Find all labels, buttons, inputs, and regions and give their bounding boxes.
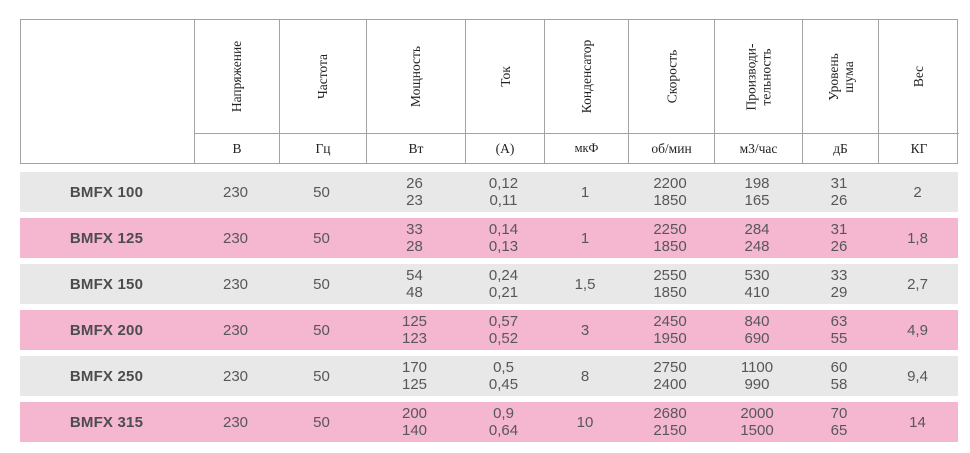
value-cell: 14: [909, 413, 926, 431]
value-cell: 9,4: [907, 367, 928, 385]
value-cell: 198 165: [744, 175, 770, 209]
model-cell: BMFX 200: [69, 321, 144, 339]
fan-spec-table: Напряжение Частота Мощность Ток Конденса…: [20, 19, 959, 448]
table-row-bmfx-150: BMFX 150 230 50 54 48 0,24 0,21 1,5 2550…: [20, 264, 958, 304]
column-header-label: Частота: [315, 53, 331, 100]
value-cell: 50: [313, 413, 330, 431]
unit-airflow: м3/час: [714, 134, 802, 163]
value-cell: 284 248: [744, 221, 770, 255]
value-cell: 8: [580, 367, 590, 385]
unit-frequency: Гц: [279, 134, 366, 163]
value-cell: 2680 2150: [653, 405, 687, 439]
table-body: BMFX 100 230 50 26 23 0,12 0,11 1 2200 1…: [20, 172, 958, 442]
value-cell: 2250 1850: [653, 221, 687, 255]
value-cell: 200 140: [401, 405, 428, 439]
value-cell: 33 28: [406, 221, 423, 255]
value-cell: 2: [913, 183, 922, 201]
value-cell: 2750 2400: [653, 359, 687, 393]
model-header-cell-empty: [21, 20, 194, 163]
value-cell: 1,8: [907, 229, 928, 247]
column-header-capacitor: Конденсатор: [544, 20, 628, 134]
value-cell: 840 690: [744, 313, 770, 347]
table-row-bmfx-200: BMFX 200 230 50 125 123 0,57 0,52 3 2450…: [20, 310, 958, 350]
column-header-current: Ток: [465, 20, 544, 134]
unit-speed: об/мин: [628, 134, 714, 163]
column-header-weight: Вес: [878, 20, 959, 134]
value-cell: 0,24 0,21: [488, 267, 519, 301]
column-header-airflow: Производи- тельность: [714, 20, 802, 134]
unit-weight: КГ: [878, 134, 959, 163]
value-cell: 0,57 0,52: [488, 313, 519, 347]
column-header-label: Вес: [911, 65, 927, 88]
value-cell: 230: [222, 413, 249, 431]
value-cell: 230: [222, 183, 249, 201]
table-row-bmfx-100: BMFX 100 230 50 26 23 0,12 0,11 1 2200 1…: [20, 172, 958, 212]
value-cell: 2450 1950: [653, 313, 687, 347]
value-cell: 230: [222, 229, 249, 247]
column-header-label: Уровень шума: [825, 52, 856, 101]
value-cell: 50: [313, 229, 330, 247]
column-header-label: Скорость: [663, 49, 679, 104]
value-cell: 50: [313, 367, 330, 385]
column-header-frequency: Частота: [279, 20, 366, 134]
value-cell: 230: [222, 321, 249, 339]
table-header: Напряжение Частота Мощность Ток Конденса…: [20, 19, 959, 164]
value-cell: 4,9: [907, 321, 928, 339]
unit-voltage: В: [194, 134, 279, 163]
column-header-label: Ток: [497, 66, 513, 87]
value-cell: 2200 1850: [653, 175, 687, 209]
column-header-power: Мощность: [366, 20, 465, 134]
unit-capacitor: мкФ: [544, 134, 628, 163]
column-header-speed: Скорость: [628, 20, 714, 134]
value-cell: 26 23: [406, 175, 423, 209]
value-cell: 2550 1850: [653, 267, 687, 301]
value-cell: 2000 1500: [740, 405, 774, 439]
value-cell: 33 29: [830, 267, 848, 301]
value-cell: 50: [313, 183, 330, 201]
column-header-label: Мощность: [408, 45, 424, 108]
column-header-label: Напряжение: [229, 40, 245, 113]
column-header-noise: Уровень шума: [802, 20, 878, 134]
value-cell: 31 26: [830, 175, 848, 209]
model-cell: BMFX 150: [69, 275, 144, 293]
table-row-bmfx-250: BMFX 250 230 50 170 125 0,5 0,45 8 2750 …: [20, 356, 958, 396]
value-cell: 54 48: [406, 267, 423, 301]
value-cell: 1,5: [574, 275, 596, 293]
unit-current: (А): [465, 134, 544, 163]
column-header-label: Конденсатор: [578, 39, 594, 114]
value-cell: 530 410: [744, 267, 770, 301]
table-row-bmfx-315: BMFX 315 230 50 200 140 0,9 0,64 10 2680…: [20, 402, 958, 442]
value-cell: 10: [576, 413, 594, 431]
unit-noise: дБ: [802, 134, 878, 163]
value-cell: 0,12 0,11: [488, 175, 519, 209]
value-cell: 230: [222, 367, 249, 385]
value-cell: 60 58: [830, 359, 848, 393]
model-cell: BMFX 100: [69, 183, 144, 201]
unit-power: Вт: [366, 134, 465, 163]
value-cell: 70 65: [830, 405, 848, 439]
table-row-bmfx-125: BMFX 125 230 50 33 28 0,14 0,13 1 2250 1…: [20, 218, 958, 258]
value-cell: 3: [580, 321, 590, 339]
value-cell: 1: [580, 229, 590, 247]
value-cell: 50: [313, 275, 330, 293]
value-cell: 1100 990: [740, 359, 774, 393]
column-header-label: Производи- тельность: [743, 42, 774, 111]
model-cell: BMFX 250: [69, 367, 144, 385]
value-cell: 170 125: [401, 359, 428, 393]
value-cell: 31 26: [830, 221, 848, 255]
column-header-voltage: Напряжение: [194, 20, 279, 134]
value-cell: 125 123: [401, 313, 428, 347]
value-cell: 0,14 0,13: [488, 221, 519, 255]
model-cell: BMFX 125: [69, 229, 144, 247]
value-cell: 50: [313, 321, 330, 339]
value-cell: 2,7: [907, 275, 928, 293]
model-cell: BMFX 315: [69, 413, 144, 431]
value-cell: 1: [580, 183, 590, 201]
value-cell: 230: [222, 275, 249, 293]
value-cell: 0,9 0,64: [488, 405, 519, 439]
value-cell: 63 55: [830, 313, 848, 347]
value-cell: 0,5 0,45: [488, 359, 519, 393]
